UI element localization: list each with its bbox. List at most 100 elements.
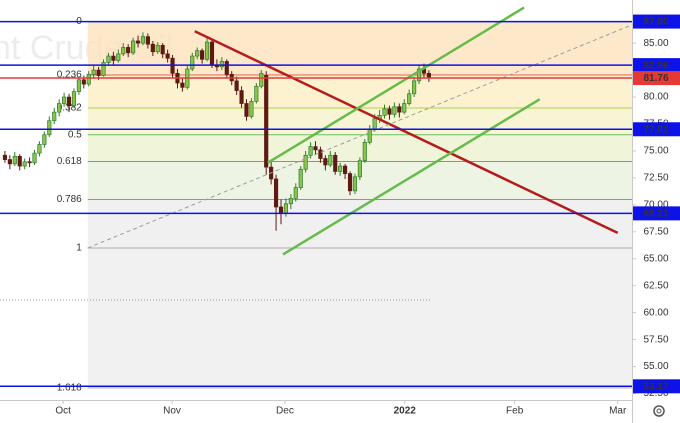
x-tick-label: 2022 [394,406,417,417]
candle-body [323,158,328,166]
price-label: 77.01 [643,124,668,135]
candle-body [160,44,165,55]
candle-body [200,50,205,60]
candle-body [308,146,313,156]
candle-body [204,41,210,60]
candle-body [254,85,259,102]
candle-body [362,141,367,161]
candle-body [367,129,372,143]
x-tick-label: Mar [609,406,627,417]
candle-body [249,100,254,117]
candle-body [338,165,343,172]
candle-body [57,103,62,113]
candle-body [343,165,348,174]
candle-body [62,96,67,104]
candle-body [155,44,160,53]
candle-body [288,198,293,205]
gear-center[interactable] [656,408,662,414]
x-tick-label: Dec [276,406,294,417]
candle-body [52,111,57,122]
price-label: 82.96 [643,60,668,71]
y-tick-label: 85.00 [643,38,668,49]
fib-label: 1 [76,243,82,254]
candle-body [190,55,195,70]
candle-body [86,74,91,85]
fib-zone [87,21,633,75]
candle-body [392,106,397,115]
price-label: 81.76 [643,73,668,84]
candle-body [140,36,146,44]
price-label-box [633,71,680,86]
candle-body [135,40,141,44]
trend-line [282,98,541,256]
price-label: 53.17 [643,381,668,392]
candle-body [313,146,318,151]
y-tick-label: 80.00 [643,92,668,103]
candle-body [47,120,52,136]
candle-body [264,75,269,168]
candle-body [76,79,81,92]
candle-body [22,161,27,167]
candle-body [347,173,353,192]
y-tick-label: 62.50 [643,280,668,291]
y-tick-label: 65.00 [643,253,668,264]
candle-body [333,154,338,172]
y-tick-label: 55.00 [643,361,668,372]
y-tick-label: 67.50 [643,226,668,237]
candle-body [121,47,126,55]
gear[interactable] [653,405,665,417]
fib-zone [87,74,633,109]
candle-body [145,36,150,45]
x-tick-label: Feb [506,406,524,417]
trend-line [87,24,633,249]
price-label: 87.00 [643,17,668,28]
price-label: 69.21 [643,209,668,220]
candle-body [106,55,111,63]
x-tick-label: Oct [55,406,71,417]
fib-label: 1.618 [57,383,82,394]
candle-body [42,134,47,145]
candle-body [165,53,170,59]
candle-body [111,55,116,61]
y-tick-label: 52.50 [643,388,668,399]
candle-body [32,152,37,164]
candle-body [37,144,42,154]
candle-body [273,178,279,208]
price-label-box [633,14,680,29]
candle-body [397,106,402,113]
candle-body [298,168,303,188]
candle-body [7,159,12,165]
candle-body [116,53,121,61]
candle-body [357,160,362,178]
fib-zone [87,247,633,388]
candle-body [387,108,392,115]
candle-body [244,103,249,117]
trend-line [267,6,525,164]
candle-body [283,203,289,214]
candle-body [131,40,136,54]
fib-label: 0.786 [57,194,82,205]
x-tick-label: Nov [163,406,181,417]
candle-body [96,69,101,76]
candle-body [352,176,358,192]
candle-body [239,90,244,104]
y-tick-label: 75.00 [643,146,668,157]
price-label-box [633,122,680,137]
price-label-box [633,379,680,394]
fib-zone [87,134,633,162]
candle-body [91,69,96,75]
candle-body [17,155,22,167]
candle-body [126,47,131,54]
fib-label: 0.618 [57,156,82,167]
candle-body [293,187,298,199]
y-tick-label: 72.50 [643,173,668,184]
candle-body [402,103,407,113]
candle-body [101,62,106,76]
candle-body [209,41,215,66]
candle-body [224,61,229,75]
candle-body [12,155,17,165]
settings-icon[interactable] [653,405,665,417]
price-label-box [633,58,680,73]
fib-label: 0.5 [68,129,82,140]
